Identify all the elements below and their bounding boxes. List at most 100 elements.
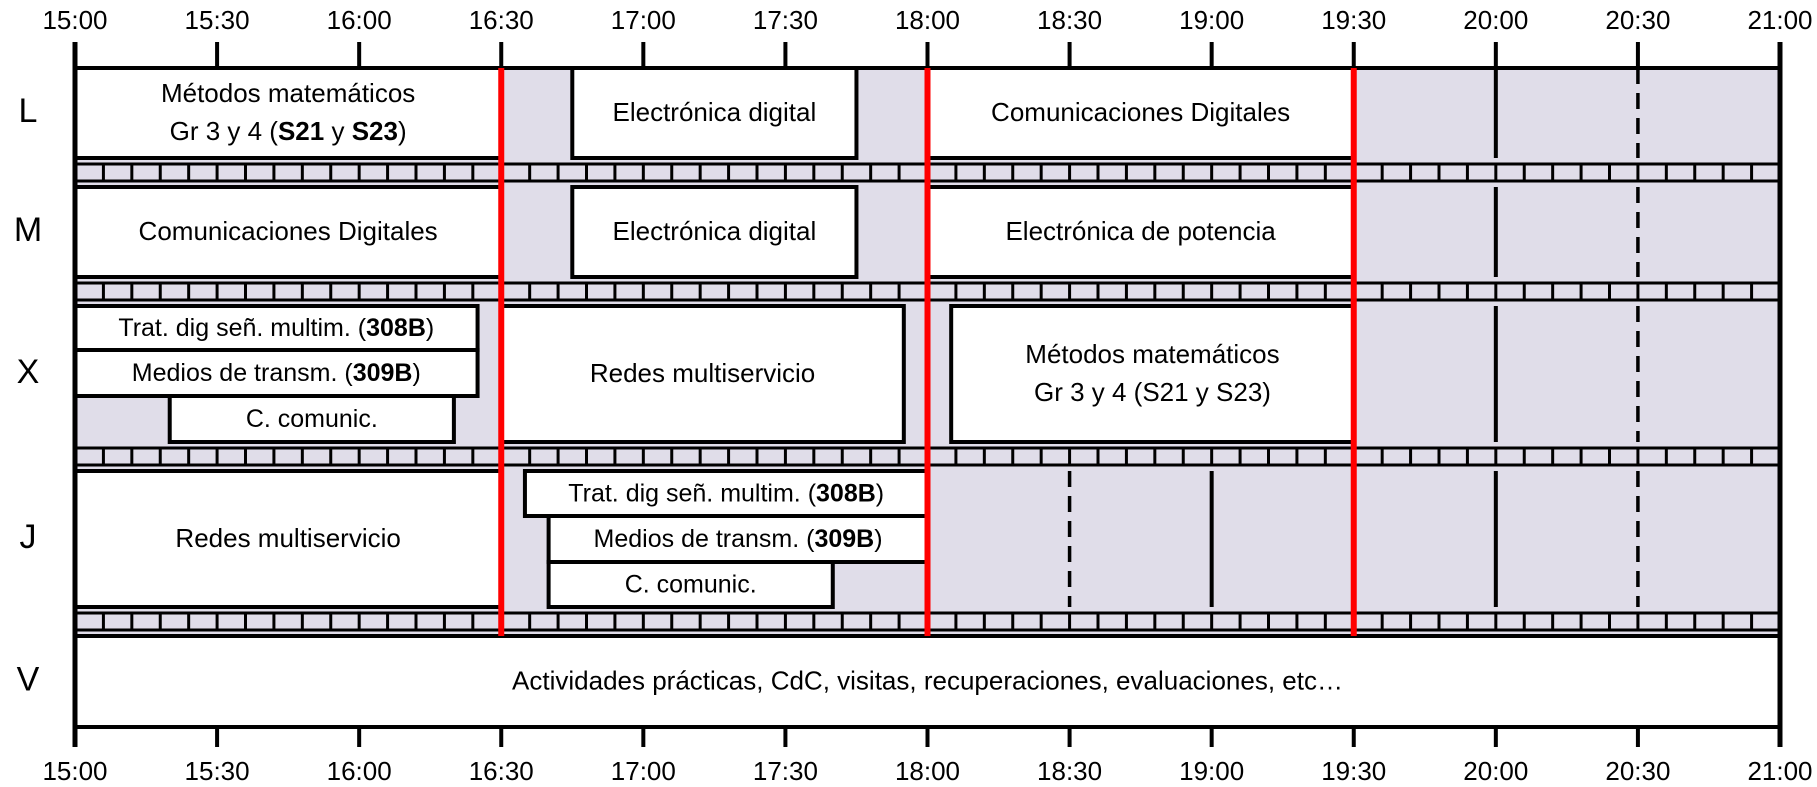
time-label: 15:00 — [42, 5, 107, 35]
class-block-label: Medios de transm. (309B) — [132, 359, 421, 387]
class-block-box — [73, 185, 504, 279]
class-block-label: Comunicaciones Digitales — [139, 216, 438, 246]
class-block: Medios de transm. (309B) — [546, 514, 930, 564]
label-run: 308B — [816, 479, 876, 507]
class-block-label: C. comunic. — [625, 570, 757, 598]
label-run: Actividades prácticas, CdC, visitas, rec… — [512, 665, 1343, 695]
label-run: Métodos matemáticos — [1025, 339, 1279, 369]
label-run: S23 — [352, 116, 398, 146]
class-block-label: Gr 3 y 4 (S21 y S23) — [170, 116, 407, 146]
label-run: 309B — [353, 359, 413, 387]
class-block-label: Medios de transm. (309B) — [594, 525, 883, 553]
class-block: Medios de transm. (309B) — [73, 348, 480, 398]
class-block-label: Trat. dig señ. multim. (308B) — [568, 479, 884, 507]
time-label: 16:00 — [327, 756, 392, 786]
class-block: Trat. dig señ. multim. (308B) — [522, 469, 930, 518]
label-run: Medios de transm. ( — [132, 359, 354, 387]
label-run: Trat. dig señ. multim. ( — [118, 314, 366, 342]
time-label: 20:00 — [1463, 5, 1528, 35]
label-run: C. comunic. — [246, 405, 378, 433]
time-label: 20:30 — [1605, 5, 1670, 35]
class-block: Redes multiservicio — [73, 469, 504, 609]
label-run: 308B — [366, 314, 426, 342]
label-run: Medios de transm. ( — [594, 525, 816, 553]
label-run: Comunicaciones Digitales — [139, 216, 438, 246]
time-label: 19:30 — [1321, 756, 1386, 786]
time-label: 16:30 — [469, 756, 534, 786]
class-block: C. comunic. — [546, 560, 835, 609]
class-block-label: Electrónica digital — [612, 97, 816, 127]
time-label: 19:00 — [1179, 756, 1244, 786]
class-block: Métodos matemáticos Gr 3 y 4 (S21 y S23) — [73, 66, 504, 160]
time-label: 18:30 — [1037, 756, 1102, 786]
class-block: Electrónica digital — [570, 185, 859, 279]
label-run: Electrónica de potencia — [1005, 216, 1276, 246]
label-run: ) — [398, 116, 407, 146]
label-run: Trat. dig señ. multim. ( — [568, 479, 816, 507]
class-block: Actividades prácticas, CdC, visitas, rec… — [73, 634, 1782, 729]
label-run: ) — [426, 314, 434, 342]
class-block: Trat. dig señ. multim. (308B) — [73, 304, 480, 352]
class-block-box — [73, 66, 504, 160]
label-run: Electrónica digital — [612, 216, 816, 246]
class-block: C. comunic. — [167, 394, 456, 444]
class-block-label: Trat. dig señ. multim. (308B) — [118, 314, 434, 342]
class-block-label: Redes multiservicio — [175, 523, 400, 553]
class-block: Electrónica digital — [570, 66, 859, 160]
time-label: 15:30 — [185, 5, 250, 35]
day-row-l: L Métodos matemáticos Gr 3 y 4 (S21 y S23)… — [19, 66, 1356, 160]
class-block-label: Gr 3 y 4 (S21 y S23) — [1034, 377, 1271, 407]
class-block-label: Métodos matemáticos — [1025, 339, 1279, 369]
label-run: Métodos matemáticos — [161, 78, 415, 108]
class-block-label: C. comunic. — [246, 405, 378, 433]
time-label: 20:00 — [1463, 756, 1528, 786]
label-run: ) — [874, 525, 882, 553]
class-block: Comunicaciones Digitales — [73, 185, 504, 279]
label-run: Electrónica digital — [612, 97, 816, 127]
class-block-label: Comunicaciones Digitales — [991, 97, 1290, 127]
class-block-box — [499, 304, 906, 444]
class-block-box — [546, 560, 835, 609]
label-run: C. comunic. — [625, 570, 757, 598]
label-run: ) — [876, 479, 884, 507]
time-label: 17:00 — [611, 756, 676, 786]
day-label: L — [19, 92, 38, 130]
label-run: Redes multiservicio — [590, 358, 815, 388]
class-block-label: Electrónica de potencia — [1005, 216, 1276, 246]
label-run: 309B — [814, 525, 874, 553]
time-label: 17:30 — [753, 756, 818, 786]
time-label: 15:30 — [185, 756, 250, 786]
time-label: 19:00 — [1179, 5, 1244, 35]
label-run: Gr 3 y 4 ( — [170, 116, 279, 146]
label-run: Redes multiservicio — [175, 523, 400, 553]
day-label: V — [17, 660, 40, 698]
class-block-label: Actividades prácticas, CdC, visitas, rec… — [512, 665, 1343, 695]
time-label: 16:00 — [327, 5, 392, 35]
time-label: 17:00 — [611, 5, 676, 35]
label-run: S21 — [278, 116, 324, 146]
time-label: 21:00 — [1747, 756, 1812, 786]
day-label: X — [17, 353, 40, 391]
time-label: 21:00 — [1747, 5, 1812, 35]
class-block-box — [949, 304, 1356, 444]
time-label: 16:30 — [469, 5, 534, 35]
class-block-box — [167, 394, 456, 444]
time-label: 15:00 — [42, 756, 107, 786]
class-block-label: Redes multiservicio — [590, 358, 815, 388]
time-label: 18:30 — [1037, 5, 1102, 35]
day-label: J — [20, 518, 37, 556]
time-label: 20:30 — [1605, 756, 1670, 786]
class-block: Métodos matemáticos Gr 3 y 4 (S21 y S23) — [949, 304, 1356, 444]
day-row-v: V Actividades prácticas, CdC, visitas, re… — [17, 634, 1782, 729]
class-block-box — [522, 469, 930, 518]
time-label: 19:30 — [1321, 5, 1386, 35]
class-block-box — [570, 66, 859, 160]
class-block-label: Métodos matemáticos — [161, 78, 415, 108]
label-run: Gr 3 y 4 (S21 y S23) — [1034, 377, 1271, 407]
label-run: ) — [412, 359, 420, 387]
day-label: M — [14, 211, 42, 249]
class-block-label: Electrónica digital — [612, 216, 816, 246]
class-block: Electrónica de potencia — [925, 185, 1356, 279]
time-label: 18:00 — [895, 756, 960, 786]
